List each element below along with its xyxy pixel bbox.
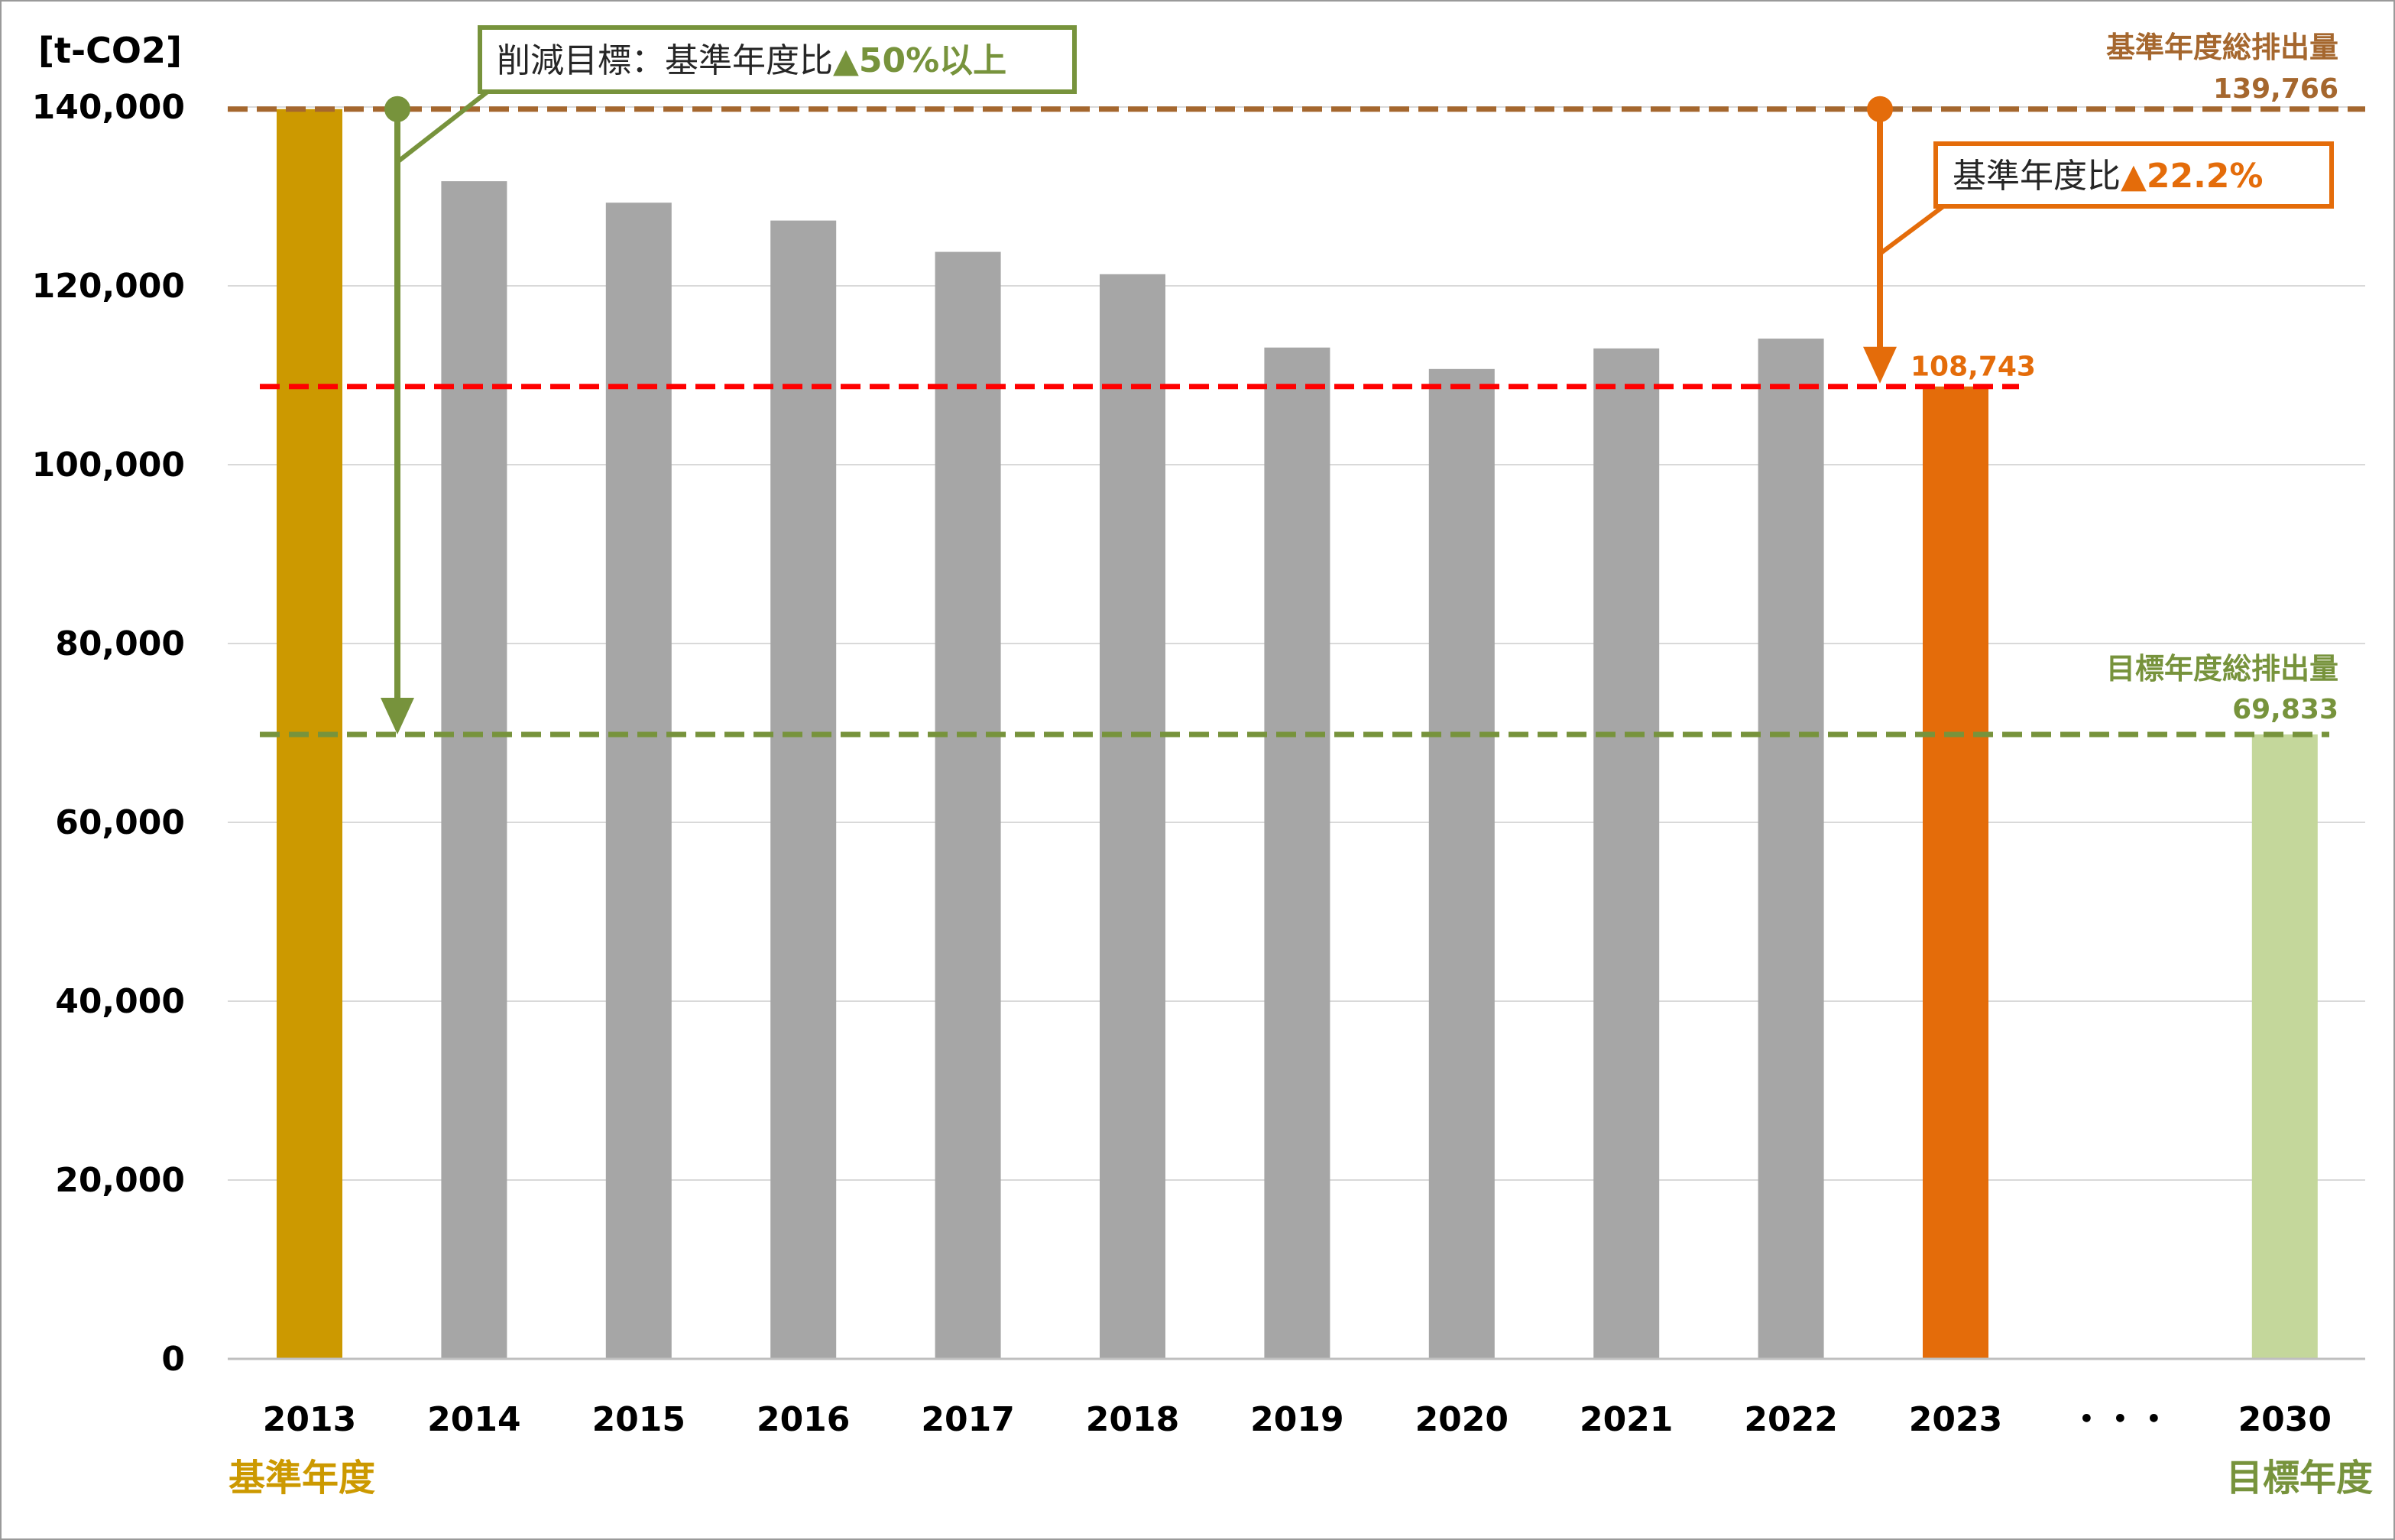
x-tick-label: 2017 [921, 1400, 1014, 1439]
target-title: 目標年度総排出量 [2106, 652, 2338, 686]
x-tick-label: 2018 [1086, 1400, 1179, 1439]
target-reduction-arrow [381, 96, 414, 734]
baseline-value: 139,766 [2213, 73, 2338, 105]
current-reduction-callout: 基準年度比▲22.2% [1878, 141, 2334, 256]
x-tick-label: 2020 [1415, 1400, 1509, 1439]
y-tick-label: 20,000 [55, 1161, 185, 1200]
target-reduction-callout-box [478, 25, 1077, 94]
y-tick-label: 60,000 [55, 803, 185, 842]
current-reduction-callout-text: 基準年度比▲22.2% [1953, 157, 2263, 196]
x-axis-ticks: 2013 2014 2015 2016 2017 2018 2019 2020 2021 2022… [228, 1400, 2373, 1499]
target-reduction-callout-leader [396, 89, 489, 164]
bar-2018 [1100, 274, 1165, 1359]
x-tick-label: 2016 [757, 1400, 850, 1439]
x-tick-label: 2019 [1250, 1400, 1343, 1439]
bar-2020 [1428, 368, 1495, 1359]
baseline-title: 基準年度総排出量 [2106, 31, 2338, 64]
target-value: 69,833 [2232, 694, 2338, 725]
bar-2017 [935, 251, 1001, 1359]
y-tick-label: 120,000 [32, 267, 185, 306]
target-reduction-callout-text-accent: ▲50%以上 [833, 41, 1006, 80]
bar-2016 [770, 220, 837, 1360]
y-tick-label: 0 [161, 1340, 185, 1379]
current-reduction-arrow [1863, 96, 1897, 384]
x-tick-label: ・・・ [2069, 1400, 2170, 1439]
bar-2022 [1758, 339, 1824, 1359]
bar-layer [277, 109, 2318, 1360]
target-reduction-callout-text: 削減目標：基準年度比▲50%以上 [497, 41, 1006, 80]
current-value-label: 108,743 [1910, 352, 2036, 383]
current-reduction-callout-text-main: 基準年度比 [1953, 157, 2121, 196]
x-tick-label: 2015 [592, 1400, 685, 1439]
target-reduction-arrow-head [381, 697, 414, 734]
y-tick-label: 40,000 [55, 982, 185, 1021]
target-reduction-callout: 削減目標：基準年度比▲50%以上 [396, 25, 1077, 164]
x-tick-label: 2021 [1580, 1400, 1673, 1439]
y-tick-label: 100,000 [32, 446, 185, 485]
bar-2030 [2251, 734, 2318, 1359]
current-reduction-callout-leader [1878, 204, 1945, 256]
bar-2023 [1923, 386, 1988, 1359]
reference-lines: 基準年度総排出量 139,766 108,743 目標年度総排出量 69,833 [228, 31, 2365, 738]
y-axis-unit-label: [t-CO2] [38, 30, 182, 71]
x-tick-label: 2014 [427, 1400, 520, 1439]
current-reduction-callout-text-accent: ▲22.2% [2121, 157, 2263, 196]
x-tick-label: 2030 [2238, 1400, 2332, 1439]
x-sublabel: 目標年度 [2226, 1457, 2373, 1499]
x-sublabel: 基準年度 [228, 1457, 375, 1499]
bar-2015 [605, 203, 672, 1360]
x-tick-label: 2023 [1909, 1400, 2002, 1439]
y-tick-label: 80,000 [55, 624, 185, 663]
target-reduction-callout-text-main: 削減目標：基準年度比 [497, 41, 833, 80]
bar-2021 [1593, 348, 1660, 1359]
x-tick-label: 2013 [263, 1400, 356, 1439]
x-tick-label: 2022 [1744, 1400, 1837, 1439]
current-reduction-arrow-head [1863, 346, 1897, 384]
current-reduction-callout-box [1933, 141, 2334, 209]
y-axis-ticks: 0 20,000 40,000 60,000 80,000 100,000 120,000 1… [32, 88, 185, 1379]
bar-2019 [1264, 347, 1330, 1360]
y-tick-label: 140,000 [32, 88, 185, 127]
bar-2014 [441, 181, 507, 1360]
